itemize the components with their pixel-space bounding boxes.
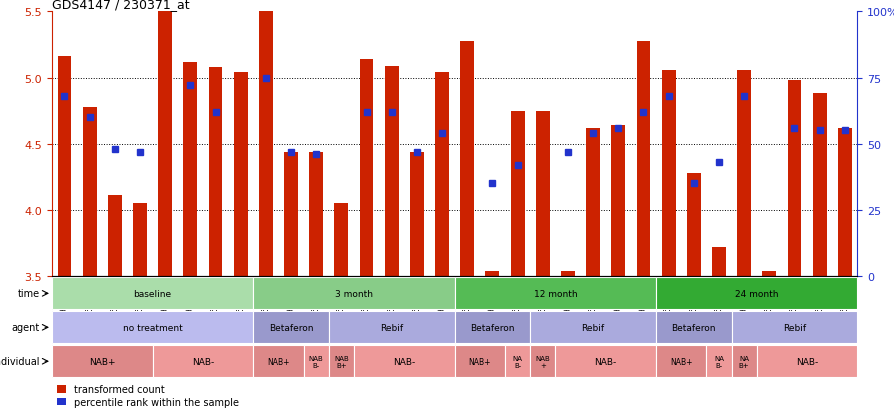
Bar [52, 312, 253, 343]
Text: NA
B-: NA B- [713, 355, 723, 368]
Text: NAB+: NAB+ [670, 357, 692, 366]
Bar [57, 57, 72, 276]
Bar [82, 107, 97, 276]
Bar [454, 278, 655, 309]
Text: NAB+: NAB+ [89, 357, 115, 366]
Bar [434, 73, 449, 276]
Bar [529, 346, 554, 377]
Text: individual: individual [0, 356, 40, 366]
Text: time: time [18, 289, 40, 299]
Text: Rebif: Rebif [782, 323, 805, 332]
Text: Betaferon: Betaferon [670, 323, 715, 332]
Bar [554, 346, 655, 377]
Bar [485, 271, 499, 276]
Bar [133, 204, 147, 276]
Text: NA
B+: NA B+ [738, 355, 748, 368]
Text: baseline: baseline [133, 289, 172, 298]
Bar [283, 152, 298, 276]
Bar [384, 66, 398, 276]
Bar [303, 346, 328, 377]
Bar [812, 94, 826, 276]
Text: 3 month: 3 month [334, 289, 373, 298]
Text: NAB+: NAB+ [468, 357, 491, 366]
Bar [354, 346, 454, 377]
Bar [253, 312, 328, 343]
Text: NAB-: NAB- [191, 357, 214, 366]
Bar [762, 271, 775, 276]
Bar [730, 346, 755, 377]
Bar [359, 60, 373, 276]
Bar [661, 71, 675, 276]
Bar [258, 12, 273, 276]
Text: NAB
B+: NAB B+ [333, 355, 349, 368]
Bar [460, 41, 474, 276]
Bar [586, 128, 599, 276]
Text: NAB
+: NAB + [535, 355, 550, 368]
Text: Rebif: Rebif [380, 323, 403, 332]
Bar [454, 346, 504, 377]
Bar [730, 312, 856, 343]
Legend: transformed count, percentile rank within the sample: transformed count, percentile rank withi… [56, 384, 239, 407]
Text: 24 month: 24 month [734, 289, 778, 298]
Text: Betaferon: Betaferon [268, 323, 313, 332]
Bar [334, 204, 348, 276]
Text: GDS4147 / 230371_at: GDS4147 / 230371_at [52, 0, 190, 11]
Text: NAB-: NAB- [594, 357, 616, 366]
Bar [561, 271, 574, 276]
Text: Rebif: Rebif [581, 323, 604, 332]
Bar [510, 112, 524, 276]
Bar [253, 278, 454, 309]
Bar [655, 346, 705, 377]
Text: no treatment: no treatment [122, 323, 182, 332]
Bar [636, 41, 650, 276]
Text: agent: agent [12, 323, 40, 332]
Bar [52, 346, 152, 377]
Bar [504, 346, 529, 377]
Text: NAB+: NAB+ [267, 357, 290, 366]
Bar [108, 196, 122, 276]
Bar [158, 12, 172, 276]
Bar [233, 73, 248, 276]
Bar [787, 81, 800, 276]
Bar [712, 247, 725, 276]
Bar [611, 126, 625, 276]
Bar [309, 152, 323, 276]
Bar [52, 278, 253, 309]
Bar [655, 278, 856, 309]
Bar [837, 128, 851, 276]
Text: NAB
B-: NAB B- [308, 355, 324, 368]
Bar [152, 346, 253, 377]
Text: 12 month: 12 month [533, 289, 577, 298]
Bar [705, 346, 730, 377]
Text: NA
B-: NA B- [512, 355, 522, 368]
Bar [328, 312, 454, 343]
Bar [536, 112, 549, 276]
Bar [686, 173, 700, 276]
Bar [737, 71, 750, 276]
Bar [454, 312, 529, 343]
Text: NAB-: NAB- [795, 357, 817, 366]
Text: NAB-: NAB- [392, 357, 415, 366]
Bar [328, 346, 354, 377]
Bar [755, 346, 856, 377]
Bar [253, 346, 303, 377]
Text: Betaferon: Betaferon [469, 323, 514, 332]
Bar [183, 62, 197, 276]
Bar [208, 68, 223, 276]
Bar [409, 152, 424, 276]
Bar [655, 312, 730, 343]
Bar [529, 312, 655, 343]
